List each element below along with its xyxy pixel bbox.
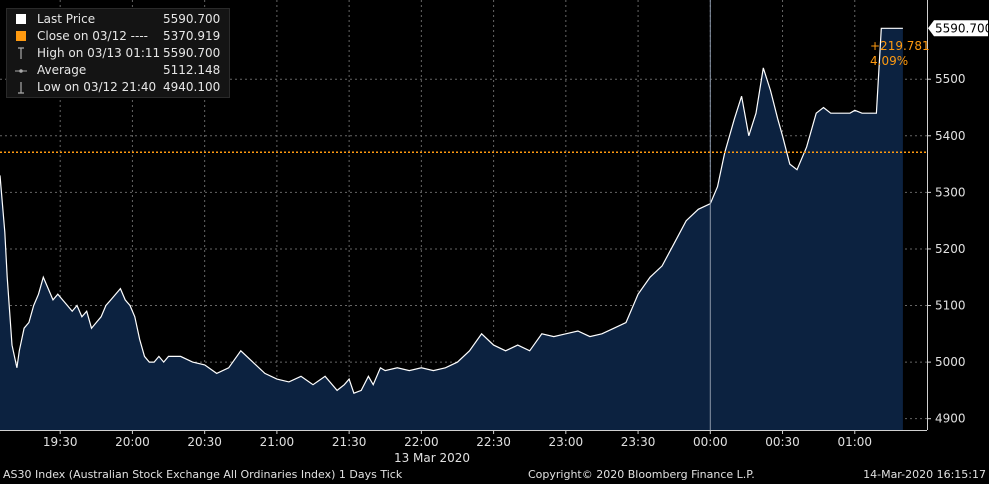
price-line bbox=[0, 27, 903, 394]
y-tick-label: 5000 bbox=[935, 355, 966, 369]
x-tick-label: 20:30 bbox=[187, 435, 222, 449]
price-area bbox=[0, 28, 903, 431]
last-value-tag: 5590.700 bbox=[928, 20, 989, 37]
x-tick-label: 23:30 bbox=[621, 435, 656, 449]
y-tick-label: 5500 bbox=[935, 72, 966, 86]
x-tick-labels: 19:30 20:00 20:30 21:00 21:30 22:00 22:30 23:00… bbox=[43, 430, 872, 449]
y-tick-label: 5400 bbox=[935, 129, 966, 143]
legend-item-close: Close on 03/12 ---- 5370.919 bbox=[11, 28, 225, 45]
x-tick-label: 21:00 bbox=[260, 435, 295, 449]
y-tick-labels: 4900 5000 5100 5200 5300 5400 5500 bbox=[927, 72, 966, 426]
x-tick-label: 19:30 bbox=[43, 435, 78, 449]
y-tick-label: 5100 bbox=[935, 299, 966, 313]
x-tick-label: 22:00 bbox=[404, 435, 439, 449]
x-tick-label: 23:00 bbox=[549, 435, 584, 449]
timestamp: 14-Mar-2020 16:15:17 bbox=[863, 468, 986, 481]
last-value-label: 5590.700 bbox=[935, 21, 989, 35]
x-tick-label: 00:30 bbox=[765, 435, 800, 449]
low-marker-icon bbox=[15, 79, 27, 96]
average-marker-icon bbox=[15, 62, 27, 79]
legend-item-low: Low on 03/12 21:40 4940.100 bbox=[11, 79, 225, 96]
legend-item-last-price: Last Price 5590.700 bbox=[11, 11, 225, 28]
x-tick-label: 01:00 bbox=[837, 435, 872, 449]
x-tick-label: 00:00 bbox=[693, 435, 728, 449]
date-label: 13 Mar 2020 bbox=[394, 451, 470, 465]
x-tick-label: 21:30 bbox=[332, 435, 367, 449]
y-tick-label: 5200 bbox=[935, 242, 966, 256]
copyright-text: Copyright© 2020 Bloomberg Finance L.P. bbox=[528, 468, 755, 481]
legend-panel: Last Price 5590.700 Close on 03/12 ---- … bbox=[6, 8, 230, 98]
high-marker-icon bbox=[15, 45, 27, 62]
security-description: AS30 Index (Australian Stock Exchange Al… bbox=[3, 468, 403, 481]
change-label: +219.781 bbox=[870, 39, 930, 53]
y-tick-label: 4900 bbox=[935, 412, 966, 426]
orange-square-icon bbox=[15, 28, 27, 45]
legend-item-average: Average 5112.148 bbox=[11, 62, 225, 79]
white-square-icon bbox=[15, 11, 27, 28]
change-pct-label: 4.09% bbox=[870, 54, 908, 68]
y-tick-label: 5300 bbox=[935, 185, 966, 199]
x-tick-label: 20:00 bbox=[115, 435, 150, 449]
x-tick-label: 22:30 bbox=[476, 435, 511, 449]
legend-item-high: High on 03/13 01:11 5590.700 bbox=[11, 45, 225, 62]
